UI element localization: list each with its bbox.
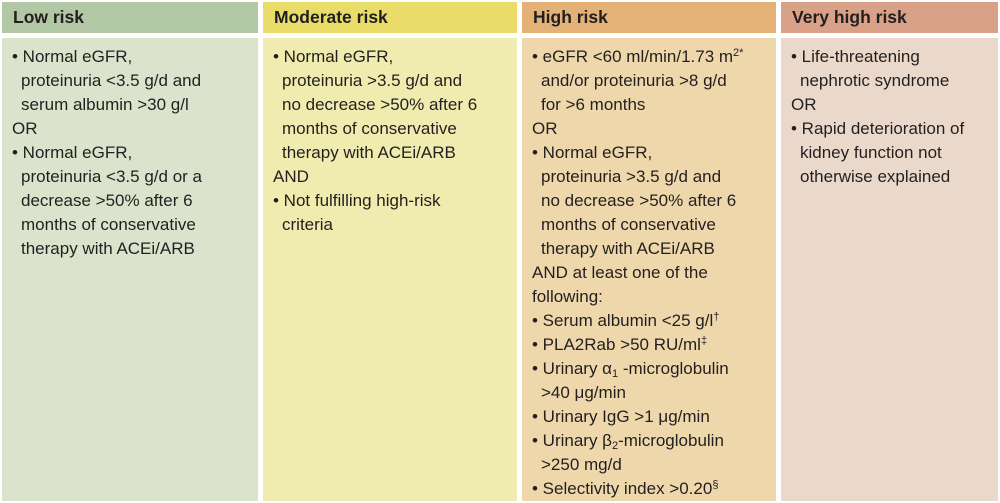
criteria-connector: AND at least one of the following: xyxy=(532,263,708,306)
column-header-very-high-risk: Very high risk xyxy=(781,2,998,33)
column-body-high-risk: • eGFR <60 ml/min/1.73 m2* and/or protei… xyxy=(522,38,776,501)
criteria-item: • Urinary IgG >1 μg/min xyxy=(532,407,710,426)
column-very-high-risk: Very high risk • Life-threatening nephro… xyxy=(781,2,998,501)
column-body-very-high-risk: • Life-threatening nephrotic syndrome OR •… xyxy=(781,38,998,501)
criteria-connector: OR xyxy=(791,95,817,114)
criteria-connector: AND xyxy=(273,167,309,186)
column-header-low-risk: Low risk xyxy=(2,2,258,33)
criteria-item: • Serum albumin <25 g/l† xyxy=(532,311,720,330)
criteria-item: • Rapid deterioration of kidney function… xyxy=(791,119,965,186)
criteria-item: • Normal eGFR, proteinuria <3.5 g/d or a… xyxy=(12,143,202,258)
column-low-risk: Low risk • Normal eGFR, proteinuria <3.5… xyxy=(2,2,258,501)
criteria-item: • Life-threatening nephrotic syndrome xyxy=(791,47,950,90)
criteria-item: • eGFR <60 ml/min/1.73 m2* and/or protei… xyxy=(532,47,744,114)
criteria-connector: OR xyxy=(12,119,38,138)
column-body-low-risk: • Normal eGFR, proteinuria <3.5 g/d and … xyxy=(2,38,258,501)
column-high-risk: High risk • eGFR <60 ml/min/1.73 m2* and… xyxy=(522,2,776,501)
column-header-moderate-risk: Moderate risk xyxy=(263,2,517,33)
criteria-connector: OR xyxy=(532,119,558,138)
criteria-item: • Normal eGFR, proteinuria >3.5 g/d and … xyxy=(532,143,737,258)
criteria-item: • PLA2Rab >50 RU/ml‡ xyxy=(532,335,708,354)
criteria-item: • Not fulfilling high-risk criteria xyxy=(273,191,441,234)
column-moderate-risk: Moderate risk • Normal eGFR, proteinuria… xyxy=(263,2,517,501)
criteria-item: • Normal eGFR, proteinuria >3.5 g/d and … xyxy=(273,47,478,162)
criteria-item: • Urinary α1 -microglobulin >40 μg/min xyxy=(532,359,729,402)
criteria-item: • Normal eGFR, proteinuria <3.5 g/d and … xyxy=(12,47,202,114)
column-body-moderate-risk: • Normal eGFR, proteinuria >3.5 g/d and … xyxy=(263,38,517,501)
criteria-item: • Selectivity index >0.20§ xyxy=(532,479,719,498)
criteria-item: • Urinary β2-microglobulin >250 mg/d xyxy=(532,431,724,474)
column-header-high-risk: High risk xyxy=(522,2,776,33)
